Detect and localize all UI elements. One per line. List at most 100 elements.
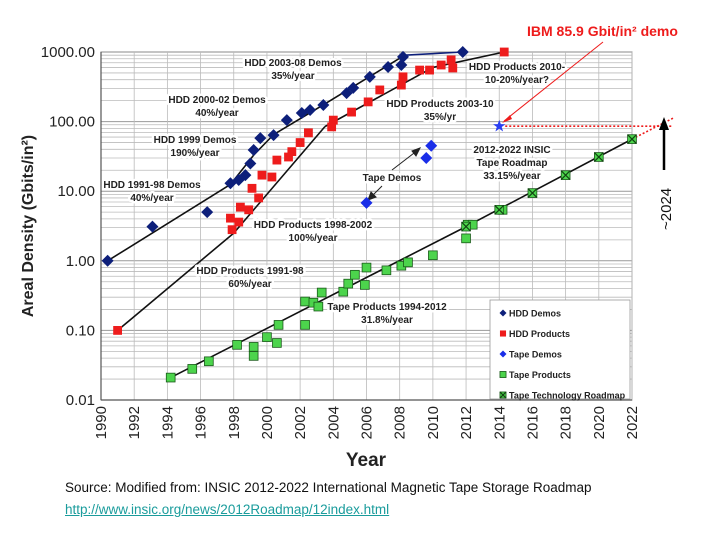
hdd-products-point: [448, 63, 458, 73]
legend-item-tape-technology-roadmap-label: Tape Technology Roadmap: [509, 391, 626, 401]
rate-tape-roadmap: 33.15%/year: [483, 171, 540, 182]
label-hdd-products-2010: HDD Products 2010-: [469, 62, 565, 73]
y-tick-label: 1000.00: [41, 44, 95, 61]
hdd-products-point: [415, 65, 424, 75]
tape-products-point: [343, 278, 354, 289]
hdd-products-point: [347, 107, 356, 117]
label-tape-products: Tape Products 1994-2012: [327, 302, 447, 313]
hdd-products-point: [234, 217, 244, 227]
tape-technology-roadmap-point-cross: [494, 205, 505, 215]
tape-demos-point: [425, 139, 438, 152]
tape-products-point: [248, 351, 259, 361]
x-tick-label: 1994: [159, 406, 176, 439]
tape-products-point: [187, 364, 198, 374]
tape-products-point: [461, 233, 471, 244]
tape-products-point: [338, 286, 349, 297]
legend-item-hdd-demos-marker: [499, 309, 507, 317]
tape-technology-roadmap-point-cross: [593, 152, 604, 162]
hdd-products-point: [446, 55, 456, 65]
tape-products-point: [232, 340, 242, 350]
x-tick-label: 1998: [226, 406, 243, 439]
trend-line: [324, 66, 434, 128]
hdd-demos-point: [201, 206, 214, 219]
tape-products-point: [316, 287, 327, 298]
tape-products-point: [361, 262, 372, 273]
tape-products-point: [350, 269, 360, 280]
x-axis-title: Year: [346, 450, 387, 471]
label-hdd-products-1998-2002: HDD Products 1998-2002: [254, 220, 373, 231]
hdd-products-point: [304, 128, 313, 138]
rate-hdd-products-1998-2002: 100%/year: [289, 233, 338, 244]
tape-products-point: [300, 320, 310, 330]
source-link[interactable]: http://www.insic.org/news/2012Roadmap/12…: [65, 502, 390, 517]
hdd-products-point: [328, 115, 338, 125]
hdd-products-point: [267, 172, 277, 182]
tape-demos-point: [360, 196, 373, 209]
rate-hdd-1999-demos: 190%/year: [171, 148, 220, 159]
x-tick-label: 2000: [259, 406, 276, 439]
x-tick-label: 2018: [558, 406, 575, 439]
label-tape-demos: Tape Demos: [363, 173, 422, 184]
hdd-products-point: [227, 225, 237, 235]
hdd-products-point: [113, 326, 122, 335]
data-points: [101, 46, 637, 383]
hdd-products-point: [398, 72, 408, 82]
x-tick-label: 2016: [524, 406, 541, 439]
label-hdd-products-1991-98: HDD Products 1991-98: [196, 266, 304, 277]
x-tick-label: 2002: [292, 406, 309, 439]
tape-products-point: [300, 296, 310, 307]
x-tick-label: 2014: [491, 406, 508, 439]
y-tick-label: 1.00: [66, 253, 95, 270]
label-hdd-1999-demos: HDD 1999 Demos: [154, 135, 237, 146]
tape-demos-arrows: [367, 147, 422, 201]
legend-item-tape-products-label: Tape Products: [509, 370, 571, 380]
hdd-products-point: [235, 202, 245, 212]
hdd-demos-point: [146, 220, 159, 233]
x-tick-label: 2010: [425, 406, 442, 439]
label-hdd-2003-08-demos: HDD 2003-08 Demos: [244, 58, 342, 69]
hdd-demos-point: [456, 46, 469, 58]
x-tick-label: 2022: [624, 406, 641, 439]
hdd-products-point: [375, 85, 385, 95]
annotations: HDD 2003-08 Demos 35%/year HDD 2000-02 D…: [101, 56, 568, 329]
hdd-products-point: [425, 65, 434, 75]
ibm-callout: IBM 85.9 Gbit/in² demo: [502, 23, 678, 123]
grid: [100, 51, 633, 401]
ibm-demo-star-icon: [493, 119, 506, 132]
rate-hdd-2003-08-demos: 35%/year: [271, 71, 314, 82]
hdd-demos-point: [280, 114, 293, 127]
hdd-demos-point: [397, 50, 410, 63]
legend-item-tape-products-marker: [499, 371, 507, 378]
x-tick-label: 1996: [193, 406, 210, 439]
trend-line: [117, 232, 235, 332]
hdd-products-point: [287, 147, 297, 157]
x-tick-label: 2012: [458, 406, 475, 439]
tape-products-point: [381, 265, 392, 276]
x-tick-label: 2020: [591, 406, 608, 439]
trend-line: [324, 54, 406, 105]
hdd-demos-point: [304, 103, 317, 116]
rate-hdd-products-2010: 10-20%/year?: [485, 75, 549, 86]
source-citation: Source: Modified from: INSIC 2012-2022 I…: [65, 480, 592, 495]
tape-products-point: [313, 301, 324, 312]
legend-item-hdd-products-marker: [499, 330, 507, 337]
tape-technology-roadmap-point-cross: [560, 170, 571, 180]
x-tick-label: 1990: [93, 406, 110, 439]
hdd-demos-point: [254, 132, 267, 145]
x-tick-label: 2008: [392, 406, 409, 439]
hdd-products-point: [499, 47, 509, 57]
hdd-demos-point: [347, 81, 360, 94]
axes: 1990 1992 1994 1996 1998 2000 2002 2004 2006 2008…: [41, 44, 641, 439]
legend-item-tape-demos-marker: [499, 350, 507, 358]
legend-item-tape-demos-label: Tape Demos: [509, 350, 562, 360]
x-tick-label: 2006: [359, 406, 376, 439]
legend-item-tape-technology-roadmap-marker-cross: [499, 391, 507, 399]
hdd-products-point: [327, 122, 337, 132]
hdd-demos-point: [239, 169, 252, 182]
ibm-demo-label: IBM 85.9 Gbit/in² demo: [527, 23, 678, 39]
y-tick-label: 0.10: [66, 322, 95, 339]
y-tick-label: 0.01: [66, 392, 95, 409]
tape-products-point: [262, 332, 272, 342]
y-axis-title: Areal Density (Gbits/in²): [20, 135, 37, 317]
tape-products-point: [428, 250, 438, 261]
